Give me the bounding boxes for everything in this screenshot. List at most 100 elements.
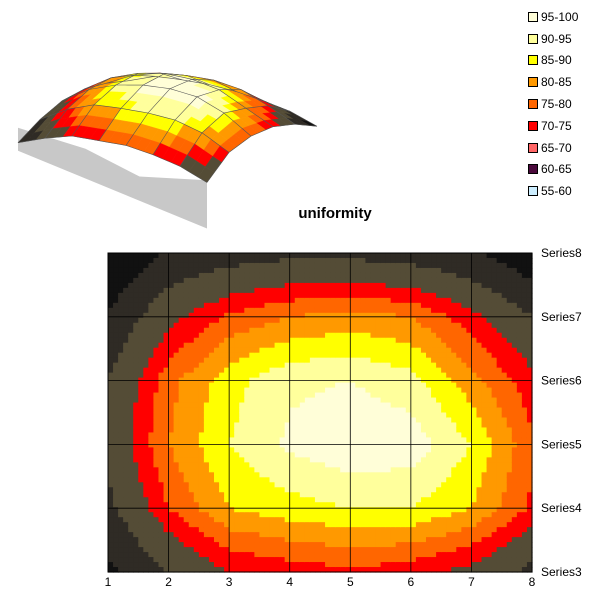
contour-cell	[259, 312, 266, 319]
contour-cell	[279, 527, 286, 533]
contour-cell	[284, 372, 291, 379]
contour-cell	[198, 522, 205, 528]
contour-cell	[108, 322, 114, 329]
contour-cell	[198, 467, 205, 473]
contour-cell	[466, 392, 473, 399]
contour-cell	[269, 472, 276, 478]
contour-cell	[355, 327, 361, 334]
contour-cell	[420, 462, 427, 468]
contour-cell	[163, 292, 170, 299]
contour-cell	[143, 392, 149, 399]
contour-cell	[168, 412, 175, 419]
contour-cell	[138, 392, 144, 399]
contour-cell	[178, 337, 185, 344]
contour-cell	[405, 512, 412, 518]
contour-cell	[254, 312, 261, 319]
contour-cell	[274, 477, 281, 483]
contour-cell	[380, 472, 387, 478]
contour-cell	[420, 337, 427, 344]
contour-cell	[370, 292, 377, 299]
contour-cell	[309, 342, 316, 349]
contour-cell	[138, 487, 144, 493]
contour-cell	[400, 547, 407, 553]
contour-cell	[325, 512, 331, 518]
contour-cell	[244, 507, 250, 513]
contour-cell	[249, 372, 255, 379]
contour-cell	[370, 342, 377, 349]
contour-cell	[360, 477, 367, 483]
contour-cell	[229, 427, 235, 434]
contour-cell	[390, 372, 397, 379]
contour-cell	[355, 557, 361, 563]
contour-cell	[203, 292, 210, 299]
contour-cell	[390, 282, 397, 289]
contour-cell	[385, 382, 392, 389]
contour-cell	[370, 477, 377, 483]
contour-cell	[133, 547, 139, 553]
contour-cell	[203, 392, 210, 399]
contour-cell	[446, 282, 452, 289]
contour-cell	[254, 432, 261, 439]
contour-cell	[234, 457, 240, 463]
contour-cell	[456, 367, 462, 374]
contour-cell	[133, 512, 139, 518]
contour-cell	[309, 427, 316, 434]
contour-cell	[390, 292, 397, 299]
contour-cell	[193, 397, 200, 404]
contour-cell	[133, 302, 139, 309]
contour-cell	[244, 287, 250, 294]
contour-cell	[405, 487, 412, 493]
contour-cell	[405, 407, 412, 414]
contour-cell	[198, 382, 205, 389]
contour-cell	[370, 367, 377, 374]
contour-cell	[118, 567, 124, 573]
contour-cell	[264, 397, 271, 404]
contour-cell	[123, 407, 129, 414]
contour-cell	[143, 312, 149, 319]
contour-cell	[340, 427, 346, 434]
contour-cell	[345, 357, 351, 364]
contour-cell	[158, 287, 165, 294]
contour-cell	[405, 387, 412, 394]
contour-cell	[330, 552, 336, 558]
contour-cell	[294, 557, 301, 563]
contour-cell	[426, 297, 432, 304]
contour-cell	[309, 272, 316, 279]
contour-cell	[158, 427, 165, 434]
contour-cell	[208, 552, 215, 558]
contour-cell	[400, 352, 407, 359]
contour-cell	[405, 277, 412, 284]
contour-cell	[436, 257, 442, 264]
contour-cell	[178, 442, 185, 448]
contour-cell	[466, 253, 473, 259]
contour-cell	[153, 307, 160, 314]
contour-cell	[385, 302, 392, 309]
contour-cell	[118, 527, 124, 533]
contour-cell	[304, 352, 311, 359]
contour-cell	[330, 307, 336, 314]
contour-cell	[294, 522, 301, 528]
contour-cell	[299, 297, 306, 304]
contour-cell	[224, 372, 230, 379]
contour-cell	[264, 492, 271, 498]
contour-cell	[360, 387, 367, 394]
contour-cell	[350, 522, 356, 528]
contour-cell	[395, 567, 402, 573]
contour-cell	[173, 337, 180, 344]
contour-cell	[259, 447, 266, 453]
contour-cell	[456, 477, 462, 483]
contour-cell	[158, 467, 165, 473]
contour-cell	[405, 342, 412, 349]
contour-cell	[451, 432, 457, 439]
contour-cell	[163, 412, 170, 419]
contour-cell	[133, 292, 139, 299]
contour-cell	[375, 312, 382, 319]
contour-cell	[224, 512, 230, 518]
contour-cell	[208, 522, 215, 528]
contour-cell	[451, 452, 457, 458]
contour-cell	[254, 357, 261, 364]
contour-cell	[395, 472, 402, 478]
contour-cell	[239, 307, 245, 314]
contour-cell	[143, 507, 149, 513]
contour-cell	[461, 502, 467, 508]
